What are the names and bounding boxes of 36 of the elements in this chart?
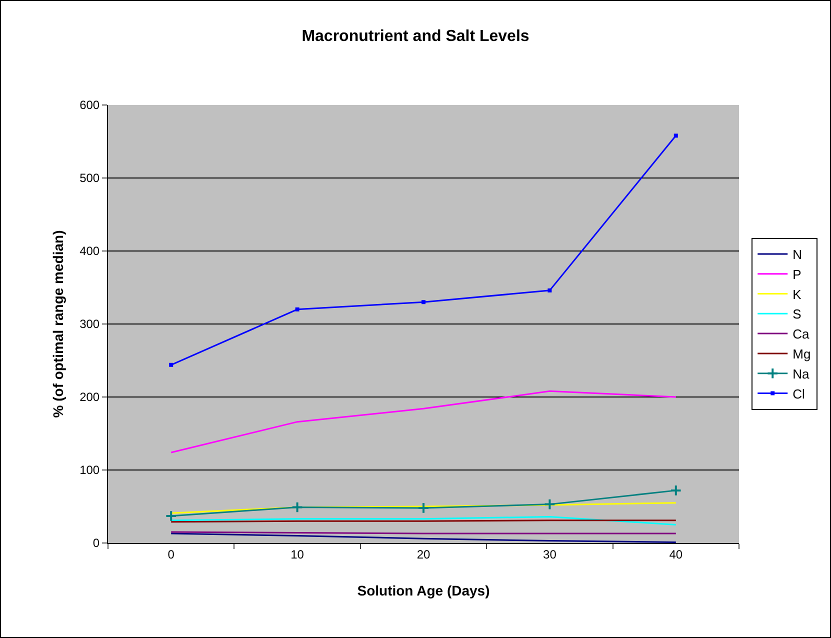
x-tick-label: 20 [416, 547, 430, 562]
point [165, 510, 177, 522]
legend-label: Ca [792, 326, 810, 342]
line-series [170, 390, 677, 454]
point [544, 498, 556, 510]
legend-label: Na [792, 366, 810, 382]
chart-title: Macronutrient and Salt Levels [302, 28, 530, 45]
x-tick-label: 30 [543, 547, 557, 562]
legend-label: N [792, 247, 802, 262]
x-tick-label: 10 [290, 547, 304, 562]
y-tick-label: 100 [80, 463, 100, 478]
x-axis-title: Solution Age (Days) [357, 582, 490, 599]
x-tick-label: 0 [168, 547, 175, 562]
line-series [170, 516, 677, 526]
y-tick-label: 200 [80, 390, 100, 404]
legend-label: P [792, 266, 802, 282]
legend-label: S [792, 306, 802, 322]
point [422, 300, 426, 304]
point [548, 288, 552, 292]
x-tick-label: 40 [669, 547, 683, 562]
point [169, 362, 174, 367]
legend-label: Mg [792, 346, 811, 362]
legend-label: Cl [792, 386, 806, 402]
y-tick-label: 300 [80, 317, 100, 332]
point [670, 484, 682, 496]
y-tick-label: 400 [80, 244, 100, 258]
point [291, 501, 304, 514]
y-tick-label: 0 [92, 536, 100, 550]
point [418, 502, 430, 514]
y-tick-label: 600 [80, 98, 100, 112]
line-series [170, 532, 677, 543]
point [295, 307, 300, 312]
legend-label: K [792, 286, 802, 302]
y-axis-title: % (of optimal range median) [50, 230, 66, 418]
point [674, 134, 678, 138]
y-tick-label: 500 [80, 171, 100, 186]
